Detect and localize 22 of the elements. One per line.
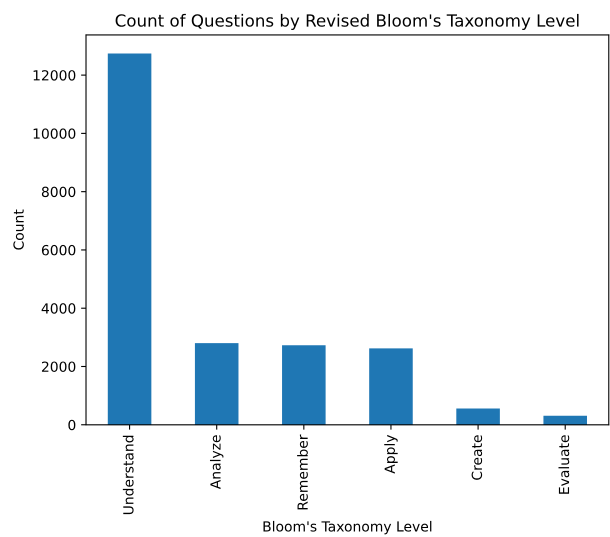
x-axis-title: Bloom's Taxonomy Level [264, 520, 432, 534]
x-tick-label: Analyze [210, 435, 224, 490]
y-tick-label: 8000 [42, 186, 76, 198]
bar [543, 416, 587, 425]
y-tick-label: 6000 [42, 244, 76, 256]
y-tick-label: 10000 [34, 128, 76, 139]
x-tick-label: Apply [384, 434, 398, 474]
y-tick-label: 4000 [42, 303, 76, 314]
x-tick-label: Understand [122, 436, 134, 514]
y-tick-label: 2000 [42, 361, 76, 372]
bar [369, 348, 413, 425]
y-tick-label: 0 [68, 420, 76, 430]
x-tick-label: Evaluate [558, 435, 570, 494]
y-axis-title: Count [13, 210, 24, 250]
x-tick-label: Create [472, 435, 482, 480]
bar [108, 54, 152, 425]
bar [194, 343, 238, 425]
bar [282, 345, 326, 425]
chart-title: Count of Questions by Revised Bloom's Taxonomy Level [116, 14, 579, 30]
y-tick-label: 12000 [34, 70, 76, 81]
x-tick-label: Remember [297, 434, 308, 510]
bar [456, 408, 500, 425]
